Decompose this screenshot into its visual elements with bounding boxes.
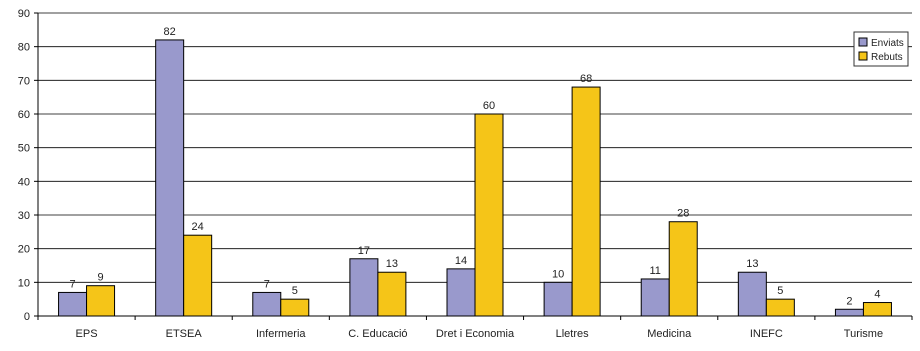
data-label: 82 bbox=[164, 26, 176, 38]
x-tick-label: Lletres bbox=[556, 328, 590, 340]
x-tick-label: C. Educació bbox=[348, 328, 407, 340]
data-label: 9 bbox=[97, 272, 103, 284]
data-label: 60 bbox=[483, 100, 495, 112]
legend-label: Rebuts bbox=[871, 52, 903, 63]
y-tick-label: 80 bbox=[18, 42, 30, 54]
data-label: 17 bbox=[358, 245, 370, 257]
data-label: 13 bbox=[386, 258, 398, 270]
data-label: 4 bbox=[874, 289, 880, 301]
x-tick-label: ETSEA bbox=[166, 328, 203, 340]
y-axis: 0 10 20 30 40 50 60 70 80 90 bbox=[18, 8, 39, 323]
bar-rebuts bbox=[280, 298, 310, 317]
bar-rebuts bbox=[668, 221, 698, 317]
legend: Enviats Rebuts bbox=[853, 31, 909, 67]
data-label: 2 bbox=[846, 295, 852, 307]
bar-rebuts bbox=[765, 298, 795, 317]
x-tick-label: Medicina bbox=[647, 328, 692, 340]
x-tick-label: Infermeria bbox=[256, 328, 306, 340]
y-tick-label: 30 bbox=[18, 210, 30, 222]
y-tick-label: 40 bbox=[18, 176, 30, 188]
bar-enviats bbox=[58, 291, 88, 317]
legend-label: Enviats bbox=[871, 38, 904, 49]
bar-rebuts bbox=[183, 234, 213, 317]
y-tick-label: 20 bbox=[18, 244, 30, 256]
data-label: 10 bbox=[552, 268, 564, 280]
data-label: 7 bbox=[264, 278, 270, 290]
y-tick-label: 50 bbox=[18, 143, 30, 155]
bar-rebuts bbox=[86, 285, 116, 317]
bar-rebuts bbox=[377, 271, 407, 317]
data-label: 68 bbox=[580, 73, 592, 85]
bar-rebuts bbox=[571, 86, 601, 317]
bar-enviats bbox=[834, 308, 864, 317]
y-tick-label: 70 bbox=[18, 75, 30, 87]
x-tick-label: EPS bbox=[76, 328, 98, 340]
legend-swatch bbox=[858, 51, 868, 61]
bar-enviats bbox=[155, 39, 185, 317]
bar-enviats bbox=[640, 278, 670, 317]
x-axis: EPS ETSEA Infermeria C. Educació Dret i Econ… bbox=[37, 315, 913, 340]
data-label: 5 bbox=[292, 285, 298, 297]
bar-rebuts bbox=[862, 302, 892, 317]
x-tick-label: INEFC bbox=[750, 328, 783, 340]
data-label: 5 bbox=[777, 285, 783, 297]
data-label: 7 bbox=[69, 278, 75, 290]
bar-enviats bbox=[446, 268, 476, 317]
y-tick-label: 10 bbox=[18, 277, 30, 289]
bars-group bbox=[58, 39, 892, 317]
bar-rebuts bbox=[474, 113, 504, 317]
bar-enviats bbox=[543, 281, 573, 317]
data-label: 11 bbox=[650, 265, 661, 277]
x-tick-label: Turisme bbox=[844, 328, 883, 340]
y-tick-label: 90 bbox=[18, 8, 30, 20]
data-label: 28 bbox=[677, 208, 689, 220]
bar-enviats bbox=[252, 291, 282, 317]
legend-swatch bbox=[858, 37, 868, 47]
bar-enviats bbox=[349, 258, 379, 317]
x-tick-label: Dret i Economia bbox=[436, 328, 515, 340]
bar-enviats bbox=[737, 271, 767, 317]
data-label: 14 bbox=[455, 255, 467, 267]
data-label: 24 bbox=[192, 221, 204, 233]
y-tick-label: 0 bbox=[24, 311, 30, 323]
data-label: 13 bbox=[746, 258, 758, 270]
y-tick-label: 60 bbox=[18, 109, 30, 121]
